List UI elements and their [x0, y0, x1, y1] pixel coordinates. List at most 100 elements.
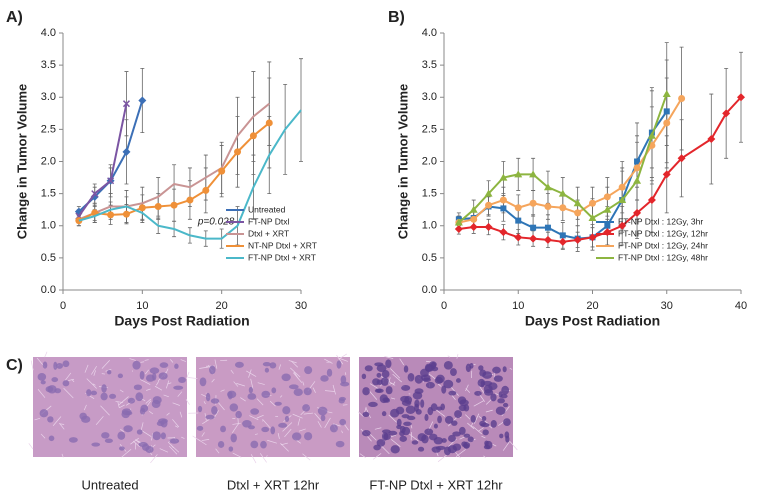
tissue-fiber	[132, 440, 140, 448]
panel-label: C)	[6, 357, 23, 374]
marker	[265, 119, 273, 127]
marker	[663, 119, 671, 127]
tissue-image	[357, 353, 518, 463]
cell-nucleus	[361, 373, 367, 380]
cell-nucleus	[228, 446, 234, 452]
marker	[722, 109, 731, 118]
cell-nucleus	[396, 418, 402, 427]
tissue-fiber	[145, 369, 149, 375]
y-tick-label: 2.5	[41, 123, 56, 135]
tissue-fiber	[129, 358, 136, 361]
tissue-fiber	[250, 378, 254, 389]
tissue-fiber	[83, 404, 87, 411]
tissue-fiber	[392, 381, 396, 386]
tissue-fiber	[257, 382, 265, 385]
cell-nucleus	[250, 440, 259, 449]
cell-nucleus	[109, 393, 117, 399]
cell-nucleus	[125, 411, 133, 416]
marker	[707, 135, 716, 144]
cell-nucleus	[415, 408, 422, 415]
tissue-fiber	[52, 416, 62, 427]
cell-nucleus	[339, 418, 347, 426]
marker	[514, 204, 522, 212]
cell-nucleus	[435, 445, 446, 450]
cell-nucleus	[269, 362, 277, 369]
cell-nucleus	[91, 442, 101, 447]
marker	[469, 223, 478, 232]
tissue-fiber	[262, 419, 271, 429]
tissue-fiber	[427, 372, 436, 380]
cell-nucleus	[482, 371, 493, 379]
cell-nucleus	[412, 391, 423, 400]
tissue-fiber	[115, 400, 124, 403]
tissue-fiber	[37, 389, 46, 398]
tissue-fiber	[456, 353, 459, 359]
cell-nucleus	[169, 438, 180, 444]
x-tick-label: 20	[586, 300, 598, 312]
marker	[677, 154, 686, 163]
cell-nucleus	[444, 415, 454, 424]
cell-nucleus	[86, 389, 92, 397]
y-tick-label: 1.5	[422, 188, 437, 200]
legend-label: FT-NP Dtxl	[248, 216, 290, 226]
cell-nucleus	[90, 390, 98, 396]
marker	[633, 164, 641, 172]
tissue-fiber	[95, 416, 104, 425]
cell-nucleus	[205, 392, 211, 402]
cell-nucleus	[196, 425, 204, 431]
tissue-fiber	[388, 414, 398, 423]
tissue-fiber	[140, 379, 151, 385]
tissue-fiber	[145, 398, 152, 404]
image-caption: Dtxl + XRT 12hr	[227, 477, 320, 492]
cell-nucleus	[424, 428, 434, 436]
cell-nucleus	[248, 386, 253, 394]
tissue-fiber	[465, 414, 471, 420]
tissue-fiber	[338, 353, 348, 360]
cell-nucleus	[422, 377, 431, 382]
tissue-fiber	[437, 454, 447, 463]
y-tick-label: 0.5	[41, 252, 56, 264]
cell-nucleus	[383, 433, 391, 441]
y-tick-label: 1.5	[41, 188, 56, 200]
tissue-fiber	[298, 428, 306, 432]
marker	[454, 224, 463, 233]
marker	[633, 176, 642, 184]
tissue-fiber	[100, 405, 110, 416]
tissue-fiber	[297, 418, 301, 426]
legend-label: Untreated	[248, 204, 286, 214]
cell-nucleus	[497, 398, 505, 404]
cell-nucleus	[42, 361, 48, 369]
cell-nucleus	[459, 426, 466, 435]
cell-nucleus	[374, 388, 384, 393]
cell-nucleus	[152, 431, 161, 441]
tissue-fiber	[492, 444, 497, 447]
cell-nucleus	[326, 368, 333, 377]
cell-nucleus	[227, 390, 237, 399]
tissue-fiber	[374, 427, 382, 430]
tissue-fiber	[256, 414, 264, 419]
tissue-fiber	[68, 378, 75, 381]
tissue-fiber	[146, 388, 151, 391]
tissue-fiber	[177, 391, 183, 397]
cell-nucleus	[247, 393, 257, 400]
cell-nucleus	[81, 415, 91, 423]
tissue-fiber	[211, 378, 215, 383]
cell-nucleus	[56, 362, 64, 369]
tissue-fiber	[198, 439, 207, 446]
marker	[634, 158, 641, 165]
y-tick-label: 1.0	[422, 220, 437, 232]
cell-nucleus	[420, 368, 429, 378]
tissue-fiber	[278, 364, 281, 370]
tissue-fiber	[168, 442, 180, 453]
y-tick-label: 2.0	[422, 155, 437, 167]
cell-nucleus	[278, 422, 288, 428]
marker	[544, 224, 551, 231]
tissue-fiber	[101, 360, 110, 369]
cell-nucleus	[62, 360, 70, 368]
cell-nucleus	[158, 418, 168, 424]
tissue-fiber	[215, 448, 220, 454]
cell-nucleus	[205, 414, 215, 420]
x-tick-label: 10	[136, 300, 148, 312]
marker	[529, 234, 538, 243]
